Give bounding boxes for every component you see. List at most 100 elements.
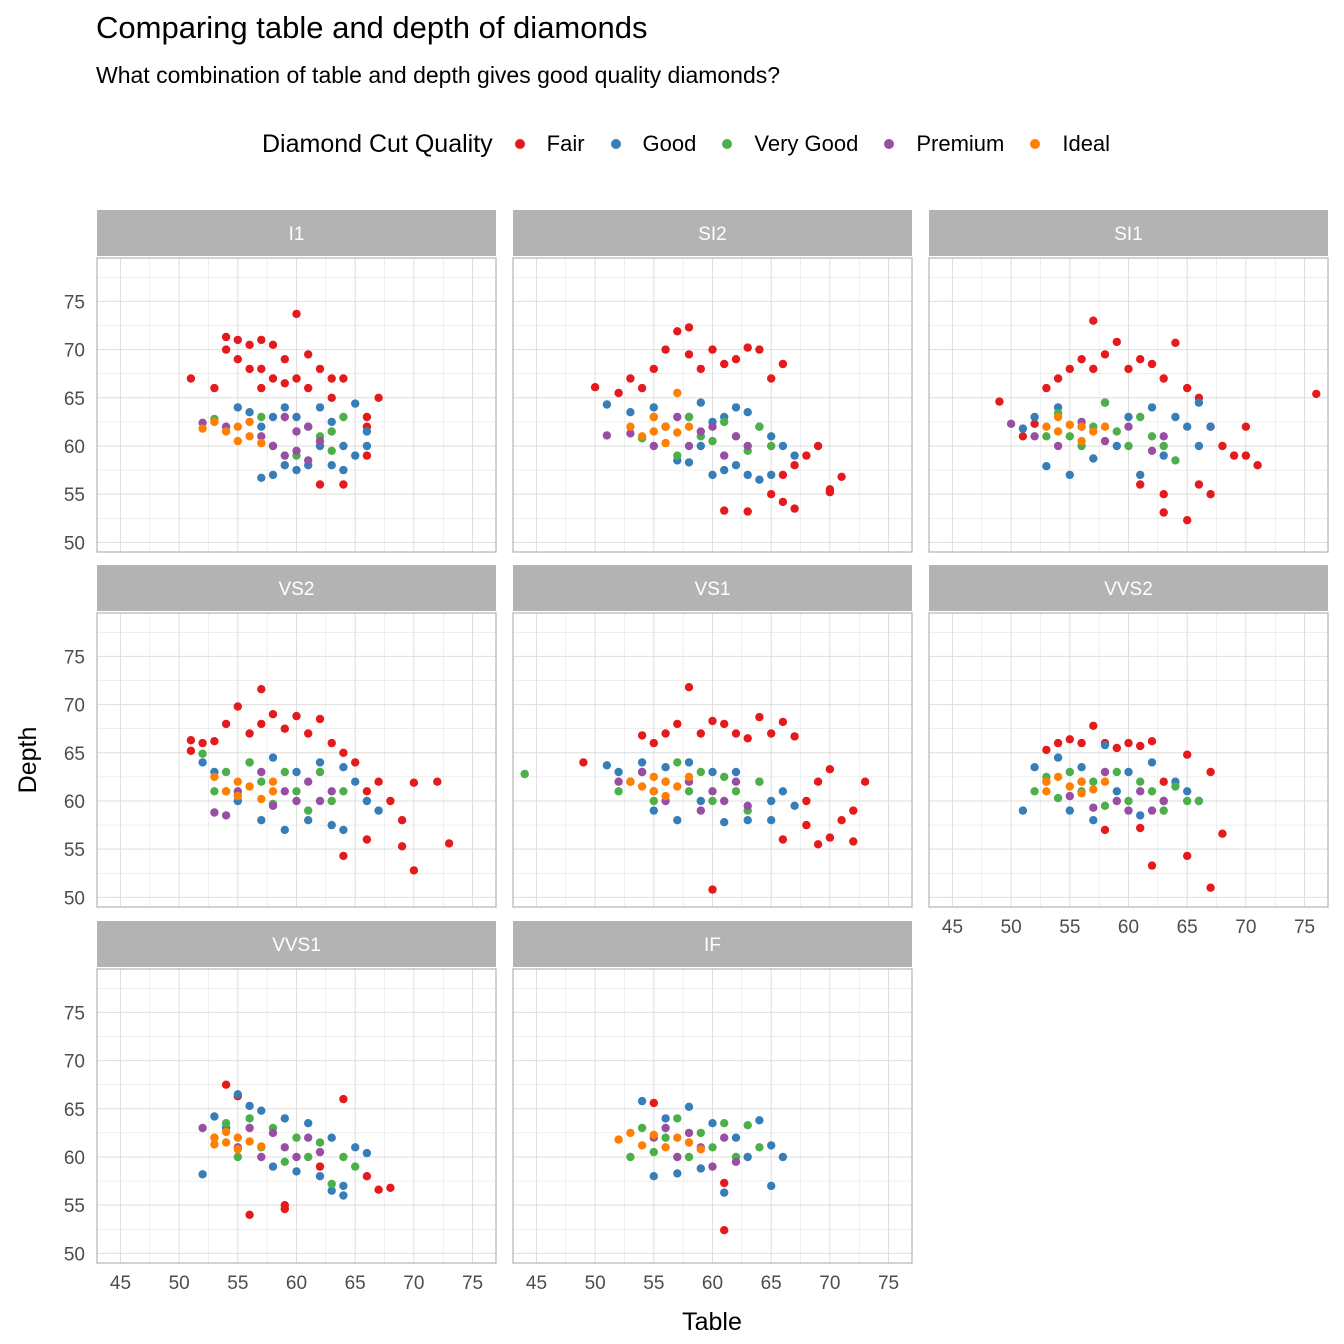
point-very-good: [304, 806, 313, 815]
point-premium: [1124, 422, 1133, 431]
point-fair: [1159, 374, 1168, 383]
point-premium: [292, 427, 301, 436]
facet-strip-vs2: [97, 565, 496, 611]
point-premium: [637, 767, 647, 777]
point-ideal: [1065, 420, 1075, 429]
point-premium: [684, 441, 694, 451]
y-tick-label: 55: [64, 840, 85, 861]
point-good: [362, 427, 372, 436]
point-premium: [1053, 441, 1063, 451]
point-fair: [802, 796, 811, 806]
point-good: [339, 1181, 348, 1191]
point-fair: [849, 806, 858, 815]
point-very-good: [708, 1143, 717, 1152]
point-very-good: [731, 787, 741, 796]
point-good: [1100, 740, 1110, 750]
y-tick-label: 65: [64, 389, 85, 410]
point-very-good: [696, 1128, 705, 1138]
point-good: [708, 767, 717, 777]
point-ideal: [649, 427, 658, 436]
y-tick-label: 50: [64, 1244, 85, 1265]
point-fair: [579, 758, 588, 767]
point-fair: [351, 758, 360, 767]
point-fair: [649, 364, 658, 374]
point-good: [637, 758, 647, 767]
point-fair: [1218, 829, 1227, 838]
point-premium: [708, 1162, 717, 1171]
point-ideal: [661, 791, 670, 801]
point-fair: [1136, 480, 1145, 489]
point-ideal: [684, 422, 694, 431]
point-premium: [315, 1147, 325, 1157]
point-good: [673, 1169, 682, 1178]
point-ideal: [684, 772, 694, 782]
point-premium: [304, 1133, 313, 1142]
x-tick-label: 60: [286, 1273, 307, 1294]
point-good: [233, 1090, 242, 1099]
point-fair: [1053, 738, 1063, 748]
point-fair: [315, 714, 325, 724]
point-fair: [304, 350, 313, 359]
point-premium: [304, 456, 313, 465]
point-very-good: [755, 1143, 764, 1152]
point-ideal: [649, 1130, 658, 1140]
point-premium: [720, 796, 729, 806]
point-fair: [1042, 383, 1051, 393]
point-fair: [245, 1210, 254, 1220]
legend-item-ideal: Ideal: [1030, 131, 1110, 157]
x-tick-label: 60: [1118, 917, 1139, 938]
series-fair-vs2: [186, 685, 454, 875]
point-ideal: [1100, 422, 1110, 431]
panel-border-if: [512, 968, 913, 1264]
point-premium: [720, 451, 729, 460]
point-fair: [684, 350, 694, 359]
point-good: [731, 1133, 741, 1142]
point-premium: [661, 1123, 670, 1133]
x-tick-label: 55: [1059, 917, 1080, 938]
point-good: [1147, 758, 1157, 767]
point-premium: [327, 787, 336, 796]
point-good: [1065, 470, 1075, 480]
legend-dot-ideal: [1030, 139, 1041, 149]
y-tick-label: 65: [64, 744, 85, 765]
point-fair: [221, 332, 231, 342]
point-very-good: [304, 1152, 313, 1162]
point-fair: [696, 364, 705, 374]
point-premium: [708, 422, 717, 431]
point-good: [720, 818, 729, 827]
point-very-good: [1112, 427, 1122, 436]
point-good: [339, 441, 348, 451]
point-fair: [731, 355, 741, 364]
point-fair: [813, 441, 823, 451]
point-very-good: [661, 1133, 670, 1142]
point-ideal: [257, 438, 266, 448]
point-very-good: [198, 749, 207, 758]
point-fair: [327, 393, 336, 402]
point-good: [790, 451, 799, 460]
point-good: [743, 816, 752, 825]
point-fair: [755, 345, 764, 354]
panel-border-vs1: [512, 612, 913, 908]
point-very-good: [327, 796, 336, 806]
point-fair: [802, 820, 811, 830]
point-premium: [602, 431, 612, 440]
facet-strip-si2: [513, 210, 912, 256]
point-very-good: [1124, 796, 1133, 806]
x-axis-title: Table: [682, 1308, 742, 1336]
point-premium: [198, 418, 207, 427]
point-good: [327, 820, 336, 830]
x-tick-label: 65: [761, 1273, 782, 1294]
point-premium: [292, 446, 301, 455]
point-fair: [661, 345, 670, 354]
point-ideal: [1053, 427, 1063, 436]
point-good: [1194, 441, 1204, 451]
legend-dot-good: [610, 139, 621, 149]
legend: Diamond Cut Quality Fair Good Very Good …: [262, 124, 1136, 164]
legend-item-good: Good: [610, 131, 696, 157]
point-good: [1089, 816, 1098, 825]
point-very-good: [1136, 777, 1145, 786]
point-premium: [1030, 432, 1039, 441]
point-fair: [1053, 374, 1063, 383]
point-good: [790, 801, 799, 810]
legend-title: Diamond Cut Quality: [262, 129, 493, 158]
